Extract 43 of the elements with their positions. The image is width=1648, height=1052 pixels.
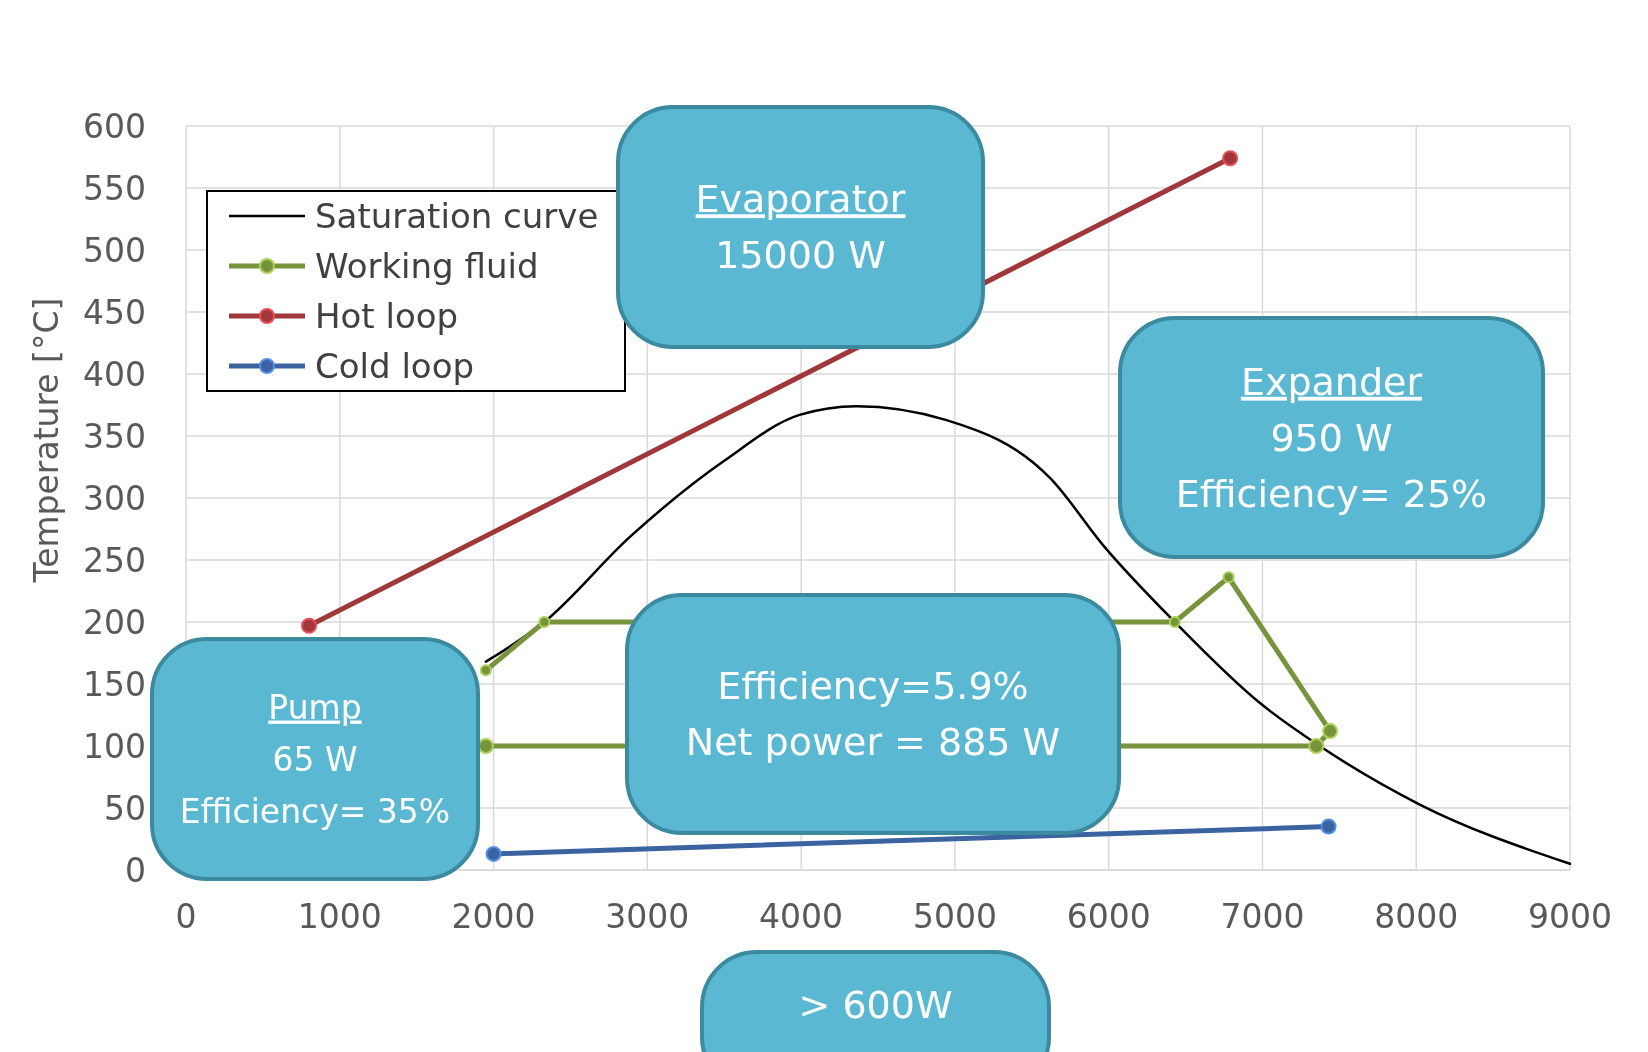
legend-label: Hot loop bbox=[315, 295, 459, 336]
x-tick-label: 8000 bbox=[1374, 897, 1459, 936]
y-tick-label: 150 bbox=[83, 664, 146, 704]
x-tick-label: 4000 bbox=[759, 897, 844, 936]
y-tick-label: 400 bbox=[83, 354, 146, 394]
callout-box: Expander 950 W Efficiency= 25% bbox=[1118, 316, 1545, 559]
callout-box: > 600W bbox=[700, 950, 1051, 1052]
callout-box: Evaporator 15000 W bbox=[616, 105, 985, 349]
y-tick-label: 600 bbox=[83, 106, 146, 146]
y-tick-label: 550 bbox=[83, 168, 146, 208]
y-tick-label: 50 bbox=[104, 788, 146, 828]
annotation: Evaporator bbox=[695, 177, 906, 222]
annotation: 15000 W bbox=[715, 233, 886, 278]
annotation: Net power = 885 W bbox=[685, 720, 1061, 765]
annotation: Pump bbox=[268, 687, 362, 727]
x-tick-label: 2000 bbox=[451, 897, 536, 936]
y-axis-title: Temperature [°C] bbox=[27, 297, 66, 584]
annotation: Expander bbox=[1240, 359, 1423, 404]
y-tick-label: 0 bbox=[125, 850, 146, 890]
callout-box: Efficiency=5.9% Net power = 885 W bbox=[625, 593, 1121, 835]
y-tick-label: 100 bbox=[83, 726, 146, 766]
y-tick-label: 350 bbox=[83, 416, 146, 456]
y-tick-label: 250 bbox=[83, 540, 146, 580]
x-tick-label: 5000 bbox=[912, 897, 997, 936]
callout-box: Pump 65 W Efficiency= 35% bbox=[150, 637, 480, 881]
legend-label: Cold loop bbox=[315, 345, 475, 386]
annotation: 65 W bbox=[272, 739, 358, 779]
x-tick-label: 6000 bbox=[1066, 897, 1151, 936]
legend-label: Working fluid bbox=[315, 245, 539, 286]
x-tick-label: 9000 bbox=[1528, 897, 1612, 936]
x-tick-label: 7000 bbox=[1220, 897, 1305, 936]
x-tick-label: 3000 bbox=[605, 897, 690, 936]
x-tick-label: 1000 bbox=[297, 897, 382, 936]
annotation: Efficiency= 35% bbox=[179, 791, 451, 831]
y-tick-label: 450 bbox=[83, 292, 146, 332]
annotation: Efficiency= 25% bbox=[1175, 471, 1488, 516]
x-tick-label: 0 bbox=[175, 897, 197, 936]
y-tick-label: 200 bbox=[83, 602, 146, 642]
y-tick-label: 500 bbox=[83, 230, 146, 270]
annotation: 950 W bbox=[1270, 415, 1393, 460]
legend-label: Saturation curve bbox=[315, 195, 599, 236]
y-tick-label: 300 bbox=[83, 478, 146, 518]
annotation: Efficiency=5.9% bbox=[717, 664, 1029, 709]
